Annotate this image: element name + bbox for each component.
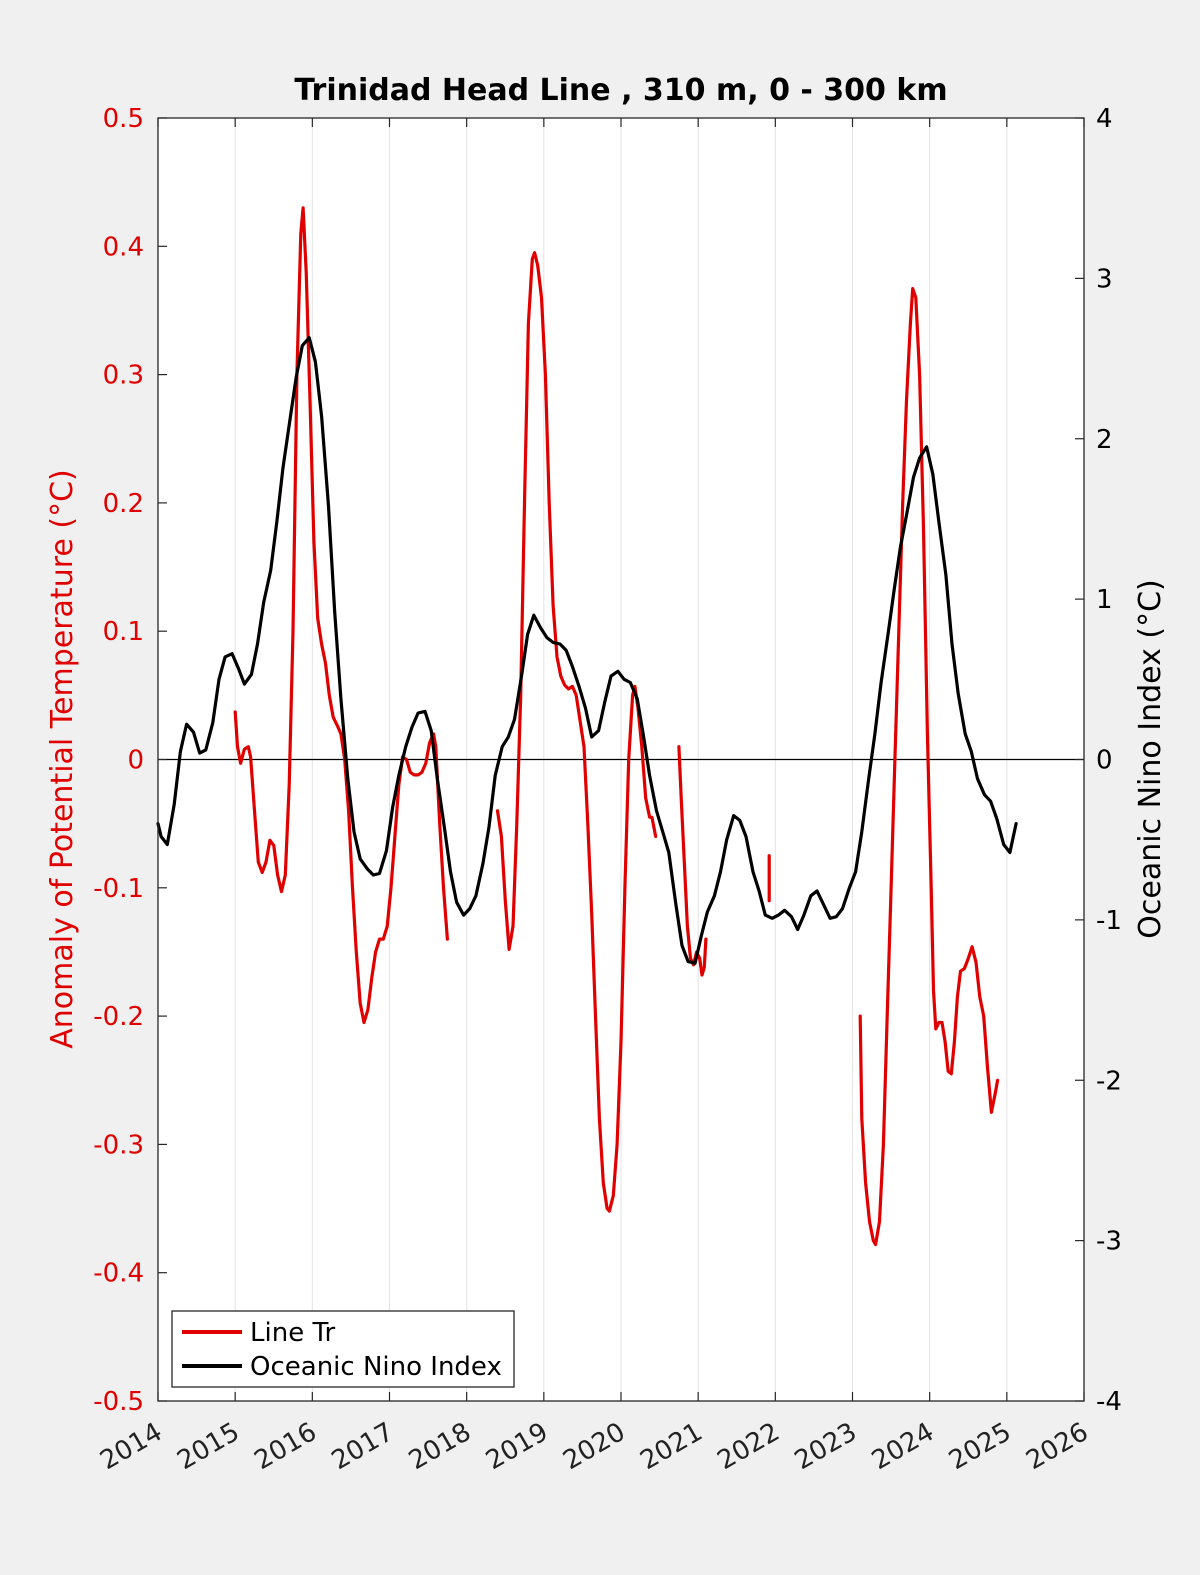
series-line-line-tr: [233, 206, 449, 1025]
series-line-line-tr: [495, 251, 658, 1213]
y-right-tick-label: -1: [1096, 906, 1122, 936]
series-layer: [156, 206, 1018, 1247]
series-line-oni: [156, 336, 1018, 965]
y-right-tick-label: 4: [1096, 104, 1113, 134]
y-left-tick-label: 0.3: [103, 361, 144, 391]
y-right-tick-label: -3: [1096, 1227, 1122, 1257]
x-tick-label: 2020: [558, 1417, 630, 1476]
x-tick-label: 2023: [790, 1417, 862, 1476]
x-tick-label: 2014: [95, 1417, 167, 1476]
y-left-label: Anomaly of Potential Temperature (°C): [45, 469, 80, 1048]
x-tick-label: 2021: [635, 1417, 707, 1476]
x-tick-label: 2022: [713, 1417, 785, 1476]
legend-line-tr-label: Line Tr: [250, 1318, 336, 1348]
y-left-tick-label: -0.2: [93, 1002, 144, 1032]
y-right-tick-label: 2: [1096, 425, 1113, 455]
y-left-tick-label: 0.1: [103, 617, 144, 647]
y-right-tick-label: 0: [1096, 746, 1113, 776]
legend-box: [171, 1310, 515, 1388]
legend-oni-label: Oceanic Nino Index: [250, 1352, 502, 1382]
y-right-label: Oceanic Nino Index (°C): [1133, 579, 1168, 939]
y-left-tick-label: 0.2: [103, 489, 144, 519]
x-tick-label: 2026: [1021, 1417, 1093, 1476]
x-tick-label: 2015: [172, 1417, 244, 1476]
y-left-tick-label: -0.3: [93, 1130, 144, 1160]
y-right-tick-label: 3: [1096, 264, 1113, 294]
x-tick-label: 2016: [250, 1417, 322, 1476]
y-right-tick-label: -2: [1096, 1066, 1122, 1096]
y-left-tick-label: 0: [127, 746, 144, 776]
y-right-tick-label: 1: [1096, 585, 1113, 615]
x-tick-label: 2024: [867, 1417, 939, 1476]
x-tick-label: 2018: [404, 1417, 476, 1476]
x-tick-label: 2017: [327, 1417, 399, 1476]
y-left-tick-label: 0.4: [103, 232, 144, 262]
series-line-line-tr: [858, 287, 1000, 1247]
y-left-tick-label: -0.5: [93, 1387, 144, 1417]
series-line-line-tr: [677, 745, 708, 977]
y-right-tick-label: -4: [1096, 1387, 1122, 1417]
chart-title: Trinidad Head Line , 310 m, 0 - 300 km: [294, 73, 947, 108]
y-left-tick-label: -0.4: [93, 1259, 144, 1289]
x-tick-label: 2025: [944, 1417, 1016, 1476]
y-left-tick-label: 0.5: [103, 104, 144, 134]
y-left-tick-label: -0.1: [93, 874, 144, 904]
x-tick-label: 2019: [481, 1417, 553, 1476]
legend: Line Tr Oceanic Nino Index: [171, 1310, 515, 1388]
